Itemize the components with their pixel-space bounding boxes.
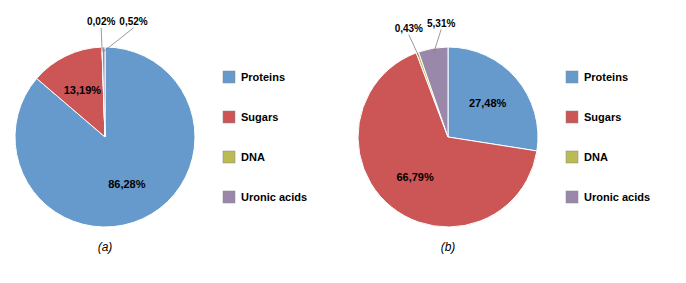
legend: Proteins Sugars DNA Uronic acids xyxy=(566,71,650,203)
pie-slice xyxy=(419,47,448,137)
legend-label: DNA xyxy=(241,151,265,163)
data-label: 0,43% xyxy=(395,23,423,34)
legend-label: Sugars xyxy=(241,111,278,123)
legend-swatch xyxy=(566,71,578,83)
pie-panel: 27,48% 66,79% 0,43% 5,31% (b) Proteins Sugars D… xyxy=(358,18,650,254)
legend-swatch xyxy=(566,111,578,123)
legend-label: Proteins xyxy=(584,71,628,83)
chart-svg: 86,28% 13,19% 0,02% 0,52% (a) Proteins Sugars D… xyxy=(0,0,686,283)
leader-line xyxy=(101,28,103,52)
pie: 27,48% 66,79% 0,43% 5,31% xyxy=(358,18,538,227)
data-label: 0,52% xyxy=(119,16,147,27)
data-label: 5,31% xyxy=(427,18,455,29)
chart-title: (a) xyxy=(98,240,113,254)
data-label: 66,79% xyxy=(396,171,434,183)
data-label: 13,19% xyxy=(64,84,102,96)
pie-slice xyxy=(102,47,105,137)
legend-label: Proteins xyxy=(241,71,285,83)
legend-swatch xyxy=(223,71,235,83)
leader-line xyxy=(104,28,134,52)
legend-swatch xyxy=(566,191,578,203)
legend-swatch xyxy=(223,191,235,203)
pie-panel: 86,28% 13,19% 0,02% 0,52% (a) Proteins Sugars D… xyxy=(15,16,307,254)
pie-slice xyxy=(37,47,105,137)
legend-swatch xyxy=(566,151,578,163)
pie-slice xyxy=(448,47,538,151)
legend-swatch xyxy=(223,151,235,163)
data-label: 0,02% xyxy=(87,16,115,27)
data-label: 86,28% xyxy=(108,178,146,190)
slices xyxy=(358,47,538,227)
legend-label: DNA xyxy=(584,151,608,163)
legend-label: Sugars xyxy=(584,111,621,123)
leader-line xyxy=(409,35,419,57)
pie: 86,28% 13,19% 0,02% 0,52% xyxy=(15,16,195,227)
data-labels: 27,48% 66,79% 0,43% 5,31% xyxy=(395,18,507,184)
data-label: 27,48% xyxy=(469,97,507,109)
slices xyxy=(15,47,195,227)
pie-slice xyxy=(102,47,105,137)
chart-title: (b) xyxy=(441,240,456,254)
legend-swatch xyxy=(223,111,235,123)
legend-label: Uronic acids xyxy=(584,191,650,203)
legend: Proteins Sugars DNA Uronic acids xyxy=(223,71,307,203)
leader-line xyxy=(434,29,441,52)
legend-label: Uronic acids xyxy=(241,191,307,203)
pie-slice xyxy=(15,47,195,227)
data-labels: 86,28% 13,19% 0,02% 0,52% xyxy=(64,16,148,190)
chart-container: 86,28% 13,19% 0,02% 0,52% (a) Proteins Sugars D… xyxy=(0,0,686,283)
